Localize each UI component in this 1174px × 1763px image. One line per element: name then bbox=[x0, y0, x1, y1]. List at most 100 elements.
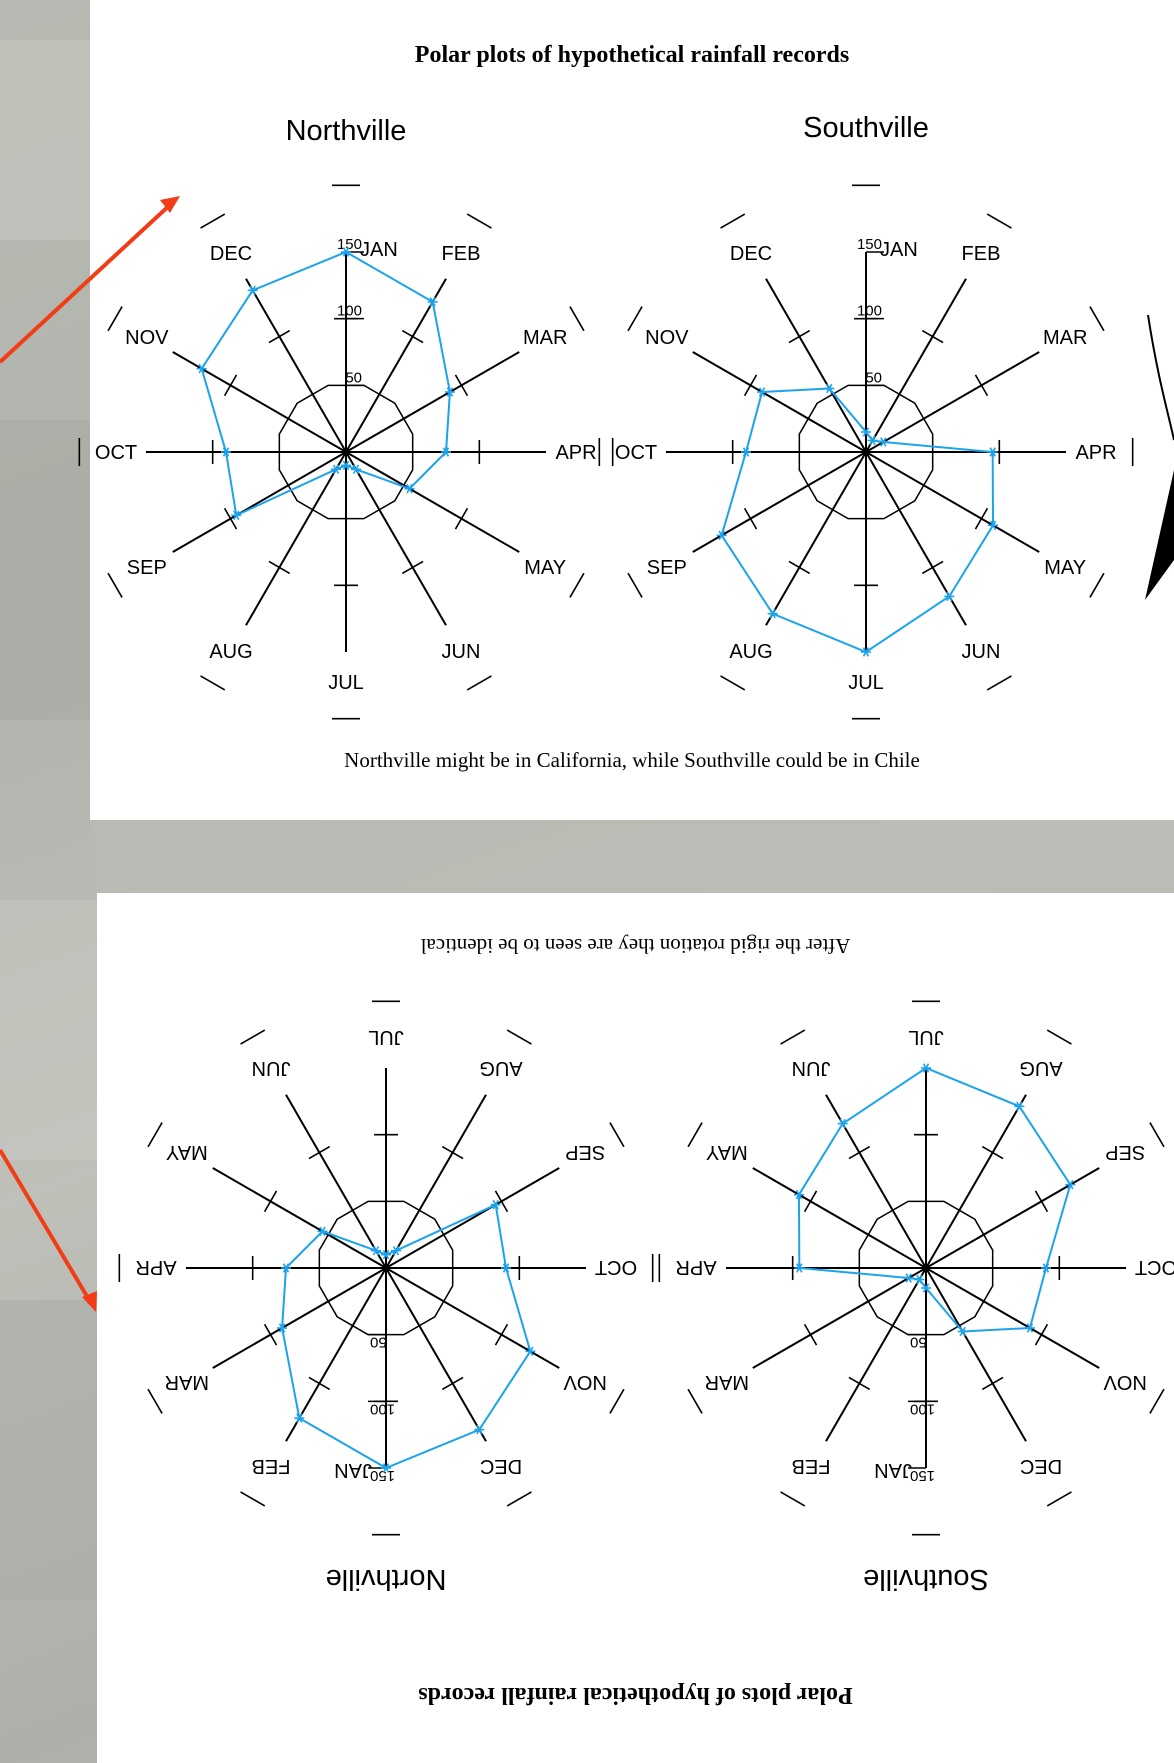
month-label: AUG bbox=[1019, 1057, 1062, 1079]
month-label: JUL bbox=[908, 1026, 944, 1048]
spoke-aug bbox=[765, 451, 867, 626]
data-point-sep bbox=[490, 1199, 501, 1210]
data-point-jun bbox=[944, 591, 955, 602]
spoke-tick bbox=[803, 1323, 818, 1346]
radial-ring-50 bbox=[798, 384, 934, 520]
month-label: APR bbox=[555, 442, 596, 464]
spoke-nov bbox=[172, 351, 347, 453]
radial-tick-label: 100 bbox=[370, 1400, 395, 1417]
spoke-tick bbox=[627, 306, 643, 332]
spoke-tick bbox=[494, 1190, 509, 1213]
slide-caption: Northville might be in California, while… bbox=[344, 748, 920, 772]
spoke-tick bbox=[466, 213, 492, 229]
data-point-feb bbox=[914, 1274, 925, 1285]
spoke-tick bbox=[147, 1388, 163, 1414]
data-point-apr bbox=[441, 447, 451, 457]
month-label: JAN bbox=[874, 1459, 912, 1481]
data-point-feb bbox=[294, 1413, 305, 1423]
data-point-feb bbox=[867, 435, 878, 446]
spoke-tick bbox=[506, 1491, 532, 1507]
spoke-tick bbox=[687, 1388, 703, 1414]
month-label: JUN bbox=[442, 641, 481, 663]
spoke-tick bbox=[986, 675, 1012, 691]
data-point-may bbox=[988, 520, 999, 531]
spoke-tick bbox=[1089, 306, 1105, 332]
spoke-tick bbox=[848, 1145, 871, 1160]
spoke-tick bbox=[506, 1029, 532, 1045]
month-label: JUN bbox=[962, 641, 1001, 663]
spoke-tick bbox=[1149, 1122, 1165, 1148]
month-label: JUN bbox=[792, 1057, 831, 1079]
spoke-jun bbox=[345, 451, 447, 626]
rotation-arrow-icon bbox=[1145, 314, 1174, 600]
data-point-oct bbox=[221, 447, 231, 457]
radial-tick-label: 50 bbox=[910, 1334, 927, 1351]
spoke-mar bbox=[865, 351, 1040, 453]
spoke-tick bbox=[147, 1122, 163, 1148]
spoke-tick bbox=[974, 507, 989, 530]
spoke-jun bbox=[285, 1094, 387, 1269]
radial-tick-label: 100 bbox=[910, 1400, 935, 1417]
data-point-may bbox=[317, 1226, 328, 1237]
data-point-oct bbox=[501, 1263, 511, 1273]
spoke-dec bbox=[385, 1267, 487, 1442]
data-point-jul bbox=[381, 1249, 391, 1260]
spoke-tick bbox=[107, 306, 123, 332]
spoke-tick bbox=[308, 1145, 331, 1160]
spoke-tick bbox=[609, 1388, 625, 1414]
month-label: AUG bbox=[729, 641, 772, 663]
data-point-sep bbox=[231, 510, 242, 521]
polar-chart-1: JAN FEB MAR APR MAY JUN JUL AUG SEP OCT NOV DEC 50 10… bbox=[78, 184, 614, 720]
polar-chart-2: JAN FEB MAR APR MAY JUN JUL AUG SEP OCT NOV DEC 50 10… bbox=[598, 184, 1134, 720]
month-label: DEC bbox=[480, 1455, 522, 1477]
spoke-tick bbox=[466, 675, 492, 691]
data-point-aug bbox=[331, 464, 341, 475]
spoke-tick bbox=[454, 507, 469, 530]
data-point-jun bbox=[371, 1245, 381, 1256]
data-point-jun bbox=[837, 1118, 848, 1129]
month-label: JUN bbox=[252, 1057, 291, 1079]
spoke-tick bbox=[263, 1323, 278, 1346]
spoke-mar bbox=[345, 351, 520, 453]
data-point-jul bbox=[921, 1063, 931, 1073]
spoke-tick bbox=[803, 1190, 818, 1213]
spoke-tick bbox=[788, 560, 811, 575]
spoke-sep bbox=[385, 1167, 560, 1269]
data-point-jan bbox=[861, 427, 871, 437]
arrow-bottom bbox=[0, 1148, 97, 1312]
month-label: OCT bbox=[1135, 1256, 1174, 1278]
month-label: FEB bbox=[252, 1455, 291, 1477]
spoke-tick bbox=[1034, 1190, 1049, 1213]
spoke-tick bbox=[1046, 1491, 1072, 1507]
month-label: MAR bbox=[705, 1371, 749, 1393]
spoke-tick bbox=[921, 560, 944, 575]
month-label: MAY bbox=[166, 1141, 208, 1163]
spoke-aug bbox=[925, 1094, 1027, 1269]
spoke-tick bbox=[986, 213, 1012, 229]
radial-ring-50 bbox=[278, 384, 414, 520]
data-point-sep bbox=[1065, 1179, 1076, 1190]
data-point-may bbox=[793, 1189, 804, 1200]
spoke-tick bbox=[441, 1145, 464, 1160]
spoke-dec bbox=[245, 278, 347, 453]
chart-title: Northville bbox=[286, 115, 407, 147]
spoke-dec bbox=[925, 1267, 1027, 1442]
data-point-nov bbox=[196, 363, 207, 374]
month-label: NOV bbox=[1103, 1371, 1147, 1393]
spoke-tick bbox=[974, 374, 989, 397]
month-label: AUG bbox=[479, 1057, 522, 1079]
spoke-tick bbox=[268, 329, 291, 344]
radial-ring-50 bbox=[318, 1200, 454, 1336]
spoke-tick bbox=[200, 675, 226, 691]
rainfall-series-line bbox=[281, 1203, 532, 1470]
spoke-tick bbox=[1089, 572, 1105, 598]
radial-tick-label: 100 bbox=[857, 303, 882, 320]
month-label: JUL bbox=[368, 1026, 404, 1048]
spoke-tick bbox=[1149, 1388, 1165, 1414]
month-label: JUL bbox=[848, 672, 884, 694]
data-point-nov bbox=[1024, 1323, 1035, 1333]
spoke-tick bbox=[240, 1491, 266, 1507]
data-point-aug bbox=[767, 608, 778, 619]
spoke-tick bbox=[720, 675, 746, 691]
